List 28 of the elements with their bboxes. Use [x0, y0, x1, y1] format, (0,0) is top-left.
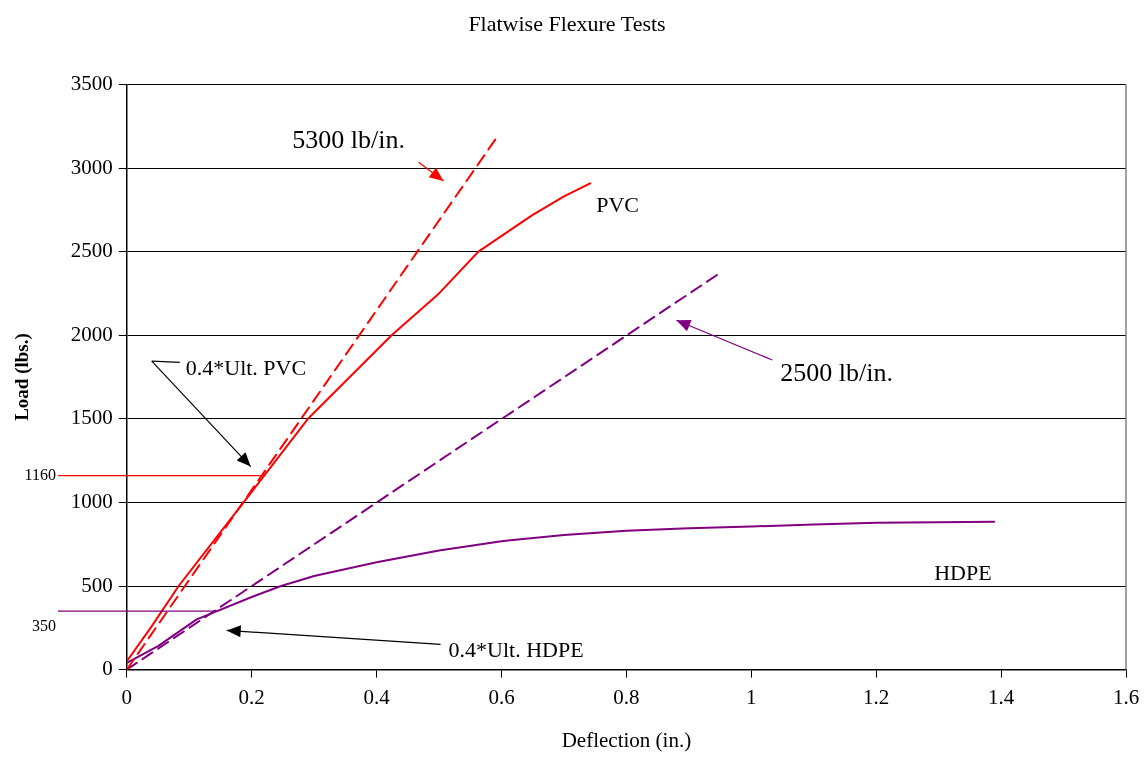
- y-axis-title: Load (lbs.): [11, 333, 34, 421]
- y-tick-label: 1000: [70, 488, 113, 513]
- y-tick-label: 0: [102, 656, 113, 681]
- y-tick-label: 1500: [70, 405, 113, 430]
- x-tick-label: 0.8: [613, 684, 640, 709]
- x-axis-title: Deflection (in.): [561, 727, 692, 752]
- annotation: 0.4*Ult. PVC: [185, 355, 307, 381]
- y-tick-label: 500: [81, 572, 113, 597]
- series-label: PVC: [596, 192, 639, 218]
- x-tick-label: 1.4: [987, 684, 1015, 709]
- x-tick-label: 1.6: [1112, 684, 1140, 709]
- x-tick-label: 0.6: [488, 684, 515, 709]
- chart-title: Flatwise Flexure Tests: [468, 10, 666, 36]
- x-tick-label: 0.2: [238, 684, 265, 709]
- ref-line-label: 1160: [24, 465, 56, 483]
- series-label: HDPE: [934, 559, 992, 585]
- x-tick-label: 1: [746, 684, 757, 709]
- ref-line-label: 350: [32, 617, 56, 635]
- x-tick-label: 1.2: [863, 684, 890, 709]
- y-tick-label: 2000: [70, 321, 113, 346]
- y-tick-label: 3000: [70, 154, 113, 179]
- annotation: 0.4*Ult. HDPE: [448, 637, 584, 663]
- y-tick-label: 2500: [70, 238, 113, 263]
- y-tick-label: 3500: [70, 70, 113, 95]
- annotation: 5300 lb/in.: [292, 124, 405, 154]
- x-tick-label: 0.4: [363, 684, 391, 709]
- x-tick-label: 0: [121, 684, 133, 709]
- annotation: 2500 lb/in.: [780, 358, 893, 388]
